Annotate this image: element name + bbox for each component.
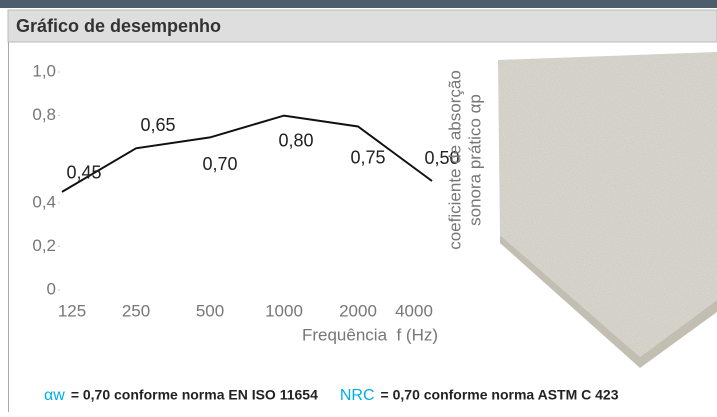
y-tick-label: 0,4 (32, 192, 56, 211)
footer-symbol: NRC (340, 387, 375, 404)
y-tick-label: 1,0 (32, 61, 56, 80)
value-label: 0,45 (66, 163, 101, 183)
x-tick-label: 125 (58, 301, 86, 320)
top-strip (0, 0, 717, 8)
x-tick-label: 500 (196, 301, 224, 320)
y-tick-label: 0,2 (32, 236, 56, 255)
value-label: 0,75 (350, 147, 385, 167)
x-tick-label: 2000 (339, 301, 377, 320)
page: Gráfico de desempenho αw = 0,70 conforme … (0, 0, 717, 412)
y-axis-label: sonora prático αp (465, 94, 484, 226)
value-label: 0,80 (278, 130, 313, 150)
footer-text: = 0,70 conforme norma ASTM C 423 (381, 387, 619, 403)
value-label: 0,70 (202, 154, 237, 174)
chart-panel: Gráfico de desempenho αw = 0,70 conforme … (0, 0, 717, 412)
footer: αw = 0,70 conforme norma EN ISO 11654 NRC =… (44, 387, 619, 405)
ceiling-tile (498, 52, 717, 357)
x-tick-label: 4000 (395, 301, 433, 320)
footer-symbol: αw (44, 387, 65, 404)
plot-area (60, 62, 434, 300)
y-tick-label: 0 (47, 279, 56, 298)
value-label: 0,65 (140, 115, 175, 135)
x-tick-label: 250 (122, 301, 150, 320)
x-axis-label: Frequência f (Hz) (302, 325, 438, 344)
header-title: Gráfico de desempenho (16, 16, 221, 36)
y-axis-label: coeficiente de absorção (445, 70, 464, 250)
footer-text: = 0,70 conforme norma EN ISO 11654 (71, 387, 318, 403)
y-tick-label: 0,8 (32, 105, 56, 124)
x-tick-label: 1000 (265, 301, 303, 320)
